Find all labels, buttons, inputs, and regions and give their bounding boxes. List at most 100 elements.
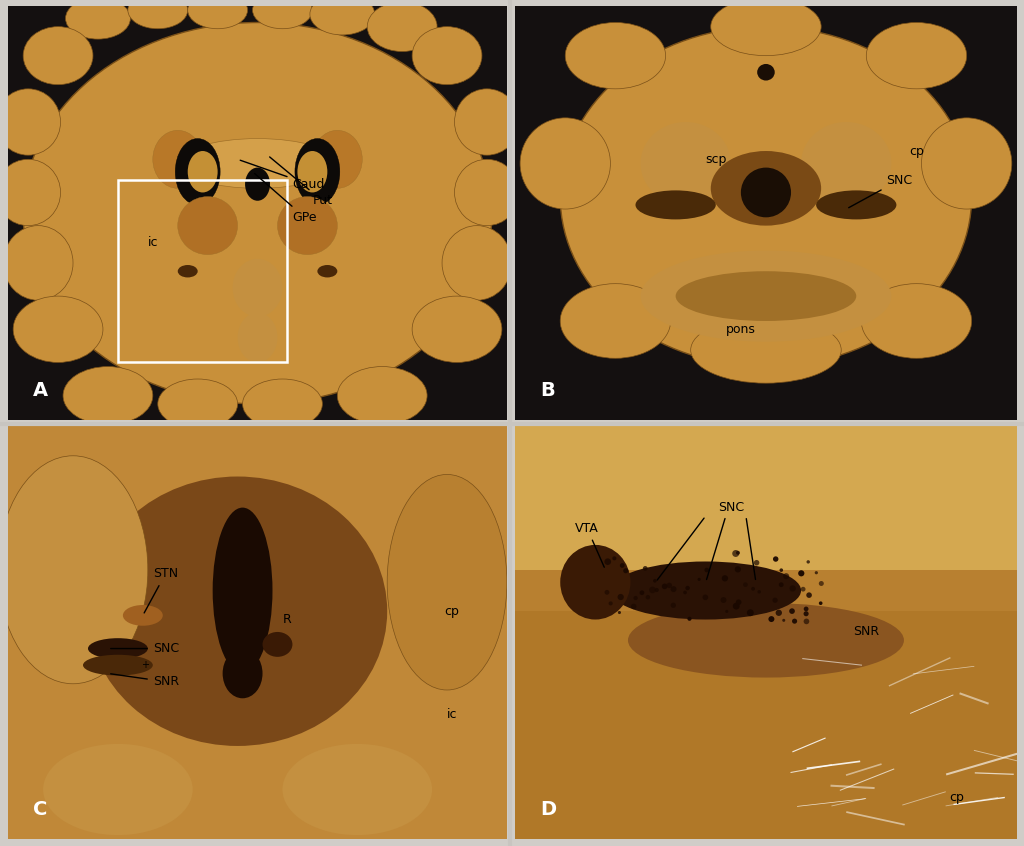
Ellipse shape bbox=[608, 602, 612, 606]
Ellipse shape bbox=[804, 618, 809, 624]
Ellipse shape bbox=[773, 557, 778, 562]
Ellipse shape bbox=[683, 591, 687, 595]
Ellipse shape bbox=[0, 89, 60, 155]
Ellipse shape bbox=[711, 0, 821, 56]
Ellipse shape bbox=[243, 379, 323, 429]
Ellipse shape bbox=[187, 151, 218, 193]
Ellipse shape bbox=[671, 586, 677, 592]
Ellipse shape bbox=[922, 118, 1012, 209]
Text: SNR: SNR bbox=[853, 625, 880, 639]
Ellipse shape bbox=[310, 0, 375, 35]
Ellipse shape bbox=[178, 265, 198, 277]
Text: ic: ic bbox=[147, 236, 158, 249]
Text: cp: cp bbox=[909, 145, 924, 157]
Ellipse shape bbox=[88, 476, 387, 746]
Ellipse shape bbox=[667, 583, 672, 588]
Ellipse shape bbox=[245, 168, 270, 201]
Ellipse shape bbox=[649, 586, 656, 593]
Ellipse shape bbox=[779, 569, 783, 572]
Text: +: + bbox=[141, 660, 150, 670]
Ellipse shape bbox=[782, 618, 785, 622]
Text: scp: scp bbox=[706, 153, 726, 166]
Ellipse shape bbox=[866, 23, 967, 89]
Bar bbox=[118, 180, 288, 362]
Ellipse shape bbox=[278, 196, 337, 255]
Ellipse shape bbox=[455, 89, 519, 155]
Ellipse shape bbox=[312, 130, 362, 189]
Ellipse shape bbox=[746, 609, 754, 616]
Ellipse shape bbox=[804, 607, 809, 612]
Ellipse shape bbox=[13, 296, 103, 362]
Bar bbox=[515, 425, 1017, 582]
Ellipse shape bbox=[758, 590, 761, 594]
Ellipse shape bbox=[752, 587, 755, 591]
Text: R: R bbox=[283, 613, 292, 626]
Ellipse shape bbox=[722, 575, 728, 581]
Ellipse shape bbox=[775, 610, 782, 616]
Ellipse shape bbox=[560, 283, 671, 359]
Ellipse shape bbox=[754, 560, 760, 565]
Ellipse shape bbox=[63, 366, 153, 425]
Ellipse shape bbox=[412, 296, 502, 362]
Text: ic: ic bbox=[446, 708, 458, 722]
Text: C: C bbox=[33, 799, 47, 819]
Text: SNC: SNC bbox=[718, 501, 743, 514]
Ellipse shape bbox=[662, 584, 668, 589]
Ellipse shape bbox=[175, 139, 220, 205]
Ellipse shape bbox=[768, 616, 774, 622]
Ellipse shape bbox=[690, 317, 842, 383]
Ellipse shape bbox=[123, 605, 163, 626]
Ellipse shape bbox=[736, 599, 741, 605]
Ellipse shape bbox=[455, 159, 519, 226]
Ellipse shape bbox=[685, 585, 690, 591]
Ellipse shape bbox=[604, 558, 611, 565]
Ellipse shape bbox=[43, 744, 193, 835]
Ellipse shape bbox=[128, 0, 187, 29]
Text: GPe: GPe bbox=[255, 173, 317, 224]
Ellipse shape bbox=[792, 618, 797, 624]
Text: VTA: VTA bbox=[575, 522, 604, 567]
Ellipse shape bbox=[815, 571, 818, 574]
Bar bbox=[515, 611, 1017, 839]
Ellipse shape bbox=[565, 23, 666, 89]
Ellipse shape bbox=[636, 190, 716, 219]
Ellipse shape bbox=[743, 582, 748, 587]
Ellipse shape bbox=[640, 591, 644, 595]
Ellipse shape bbox=[178, 196, 238, 255]
Ellipse shape bbox=[772, 597, 778, 603]
Ellipse shape bbox=[213, 508, 272, 673]
Ellipse shape bbox=[628, 603, 904, 678]
Ellipse shape bbox=[816, 190, 896, 219]
Ellipse shape bbox=[337, 366, 427, 425]
Ellipse shape bbox=[610, 562, 801, 619]
Ellipse shape bbox=[711, 151, 821, 226]
Ellipse shape bbox=[734, 566, 741, 573]
Text: A: A bbox=[33, 381, 48, 400]
Ellipse shape bbox=[641, 122, 731, 205]
Ellipse shape bbox=[520, 118, 610, 209]
Ellipse shape bbox=[757, 64, 775, 80]
Ellipse shape bbox=[295, 139, 340, 205]
Ellipse shape bbox=[653, 579, 656, 583]
Ellipse shape bbox=[676, 272, 856, 321]
Ellipse shape bbox=[0, 456, 147, 684]
Text: Caud: Caud bbox=[241, 160, 325, 190]
Ellipse shape bbox=[232, 259, 283, 316]
Ellipse shape bbox=[620, 563, 625, 568]
Ellipse shape bbox=[705, 568, 709, 572]
Ellipse shape bbox=[804, 611, 809, 616]
Ellipse shape bbox=[604, 590, 609, 595]
Ellipse shape bbox=[624, 569, 629, 574]
Ellipse shape bbox=[741, 168, 791, 217]
Ellipse shape bbox=[819, 581, 824, 586]
Ellipse shape bbox=[412, 27, 482, 85]
Ellipse shape bbox=[819, 602, 822, 605]
Ellipse shape bbox=[721, 597, 726, 603]
Ellipse shape bbox=[645, 595, 650, 600]
Ellipse shape bbox=[617, 611, 621, 614]
Ellipse shape bbox=[697, 578, 700, 581]
Text: Put: Put bbox=[269, 157, 333, 207]
Text: SNC: SNC bbox=[849, 173, 912, 208]
Ellipse shape bbox=[3, 226, 73, 300]
Ellipse shape bbox=[317, 265, 337, 277]
